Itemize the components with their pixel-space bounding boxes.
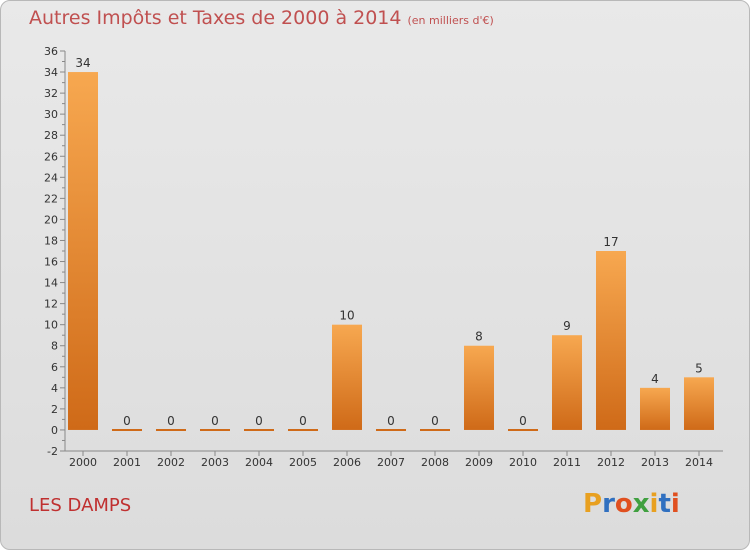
y-tick-label: 30 <box>44 108 58 121</box>
x-tick-label: 2012 <box>597 456 625 469</box>
y-tick-label: 2 <box>51 403 58 416</box>
x-tick-label: 2014 <box>685 456 713 469</box>
y-tick-label: -2 <box>47 445 58 458</box>
bar-2009 <box>464 345 494 430</box>
x-tick-label: 2004 <box>245 456 273 469</box>
bar-2000 <box>68 72 98 430</box>
data-label-2002: 0 <box>167 414 175 428</box>
proxiti-logo: Proxiti <box>583 489 680 519</box>
x-tick-label: 2001 <box>113 456 141 469</box>
data-label-2006: 10 <box>339 309 354 323</box>
x-tick-label: 2000 <box>69 456 97 469</box>
y-tick-label: 10 <box>44 319 58 332</box>
y-tick-label: 8 <box>51 340 58 353</box>
x-tick-label: 2005 <box>289 456 317 469</box>
y-tick-label: 28 <box>44 129 58 142</box>
y-tick-label: 16 <box>44 256 58 269</box>
y-tick-label: 26 <box>44 150 58 163</box>
y-tick-label: 24 <box>44 171 58 184</box>
x-tick-label: 2011 <box>553 456 581 469</box>
bar-2011 <box>552 335 582 430</box>
x-tick-label: 2008 <box>421 456 449 469</box>
y-tick-label: 18 <box>44 234 58 247</box>
bar-2012 <box>596 251 626 430</box>
bar-2006 <box>332 324 362 430</box>
bar-2013 <box>640 387 670 430</box>
x-tick-label: 2002 <box>157 456 185 469</box>
y-tick-label: 20 <box>44 213 58 226</box>
chart-subtitle: (en milliers d'€) <box>407 14 494 27</box>
data-label-2008: 0 <box>431 414 439 428</box>
data-label-2003: 0 <box>211 414 219 428</box>
y-tick-label: 22 <box>44 192 58 205</box>
x-tick-label: 2010 <box>509 456 537 469</box>
data-label-2011: 9 <box>563 319 571 333</box>
data-label-2001: 0 <box>123 414 131 428</box>
data-label-2012: 17 <box>603 235 618 249</box>
y-tick-label: 12 <box>44 298 58 311</box>
y-tick-label: 4 <box>51 382 58 395</box>
data-label-2010: 0 <box>519 414 527 428</box>
data-label-2004: 0 <box>255 414 263 428</box>
data-label-2009: 8 <box>475 330 483 344</box>
y-tick-label: 32 <box>44 87 58 100</box>
data-label-2013: 4 <box>651 372 659 386</box>
y-tick-label: 0 <box>51 424 58 437</box>
y-tick-label: 36 <box>44 45 58 58</box>
y-tick-label: 6 <box>51 361 58 374</box>
data-label-2005: 0 <box>299 414 307 428</box>
x-tick-label: 2009 <box>465 456 493 469</box>
y-tick-label: 14 <box>44 277 58 290</box>
data-label-2014: 5 <box>695 361 703 375</box>
x-tick-label: 2007 <box>377 456 405 469</box>
data-label-2007: 0 <box>387 414 395 428</box>
x-tick-label: 2013 <box>641 456 669 469</box>
y-tick-label: 34 <box>44 66 58 79</box>
bar-2014 <box>684 377 714 430</box>
x-tick-label: 2006 <box>333 456 361 469</box>
x-tick-label: 2003 <box>201 456 229 469</box>
chart-title: Autres Impôts et Taxes de 2000 à 2014 (en… <box>29 7 494 29</box>
commune-name: LES DAMPS <box>29 495 132 516</box>
chart-title-main: Autres Impôts et Taxes de 2000 à 2014 <box>29 7 402 29</box>
data-label-2000: 34 <box>75 56 90 70</box>
